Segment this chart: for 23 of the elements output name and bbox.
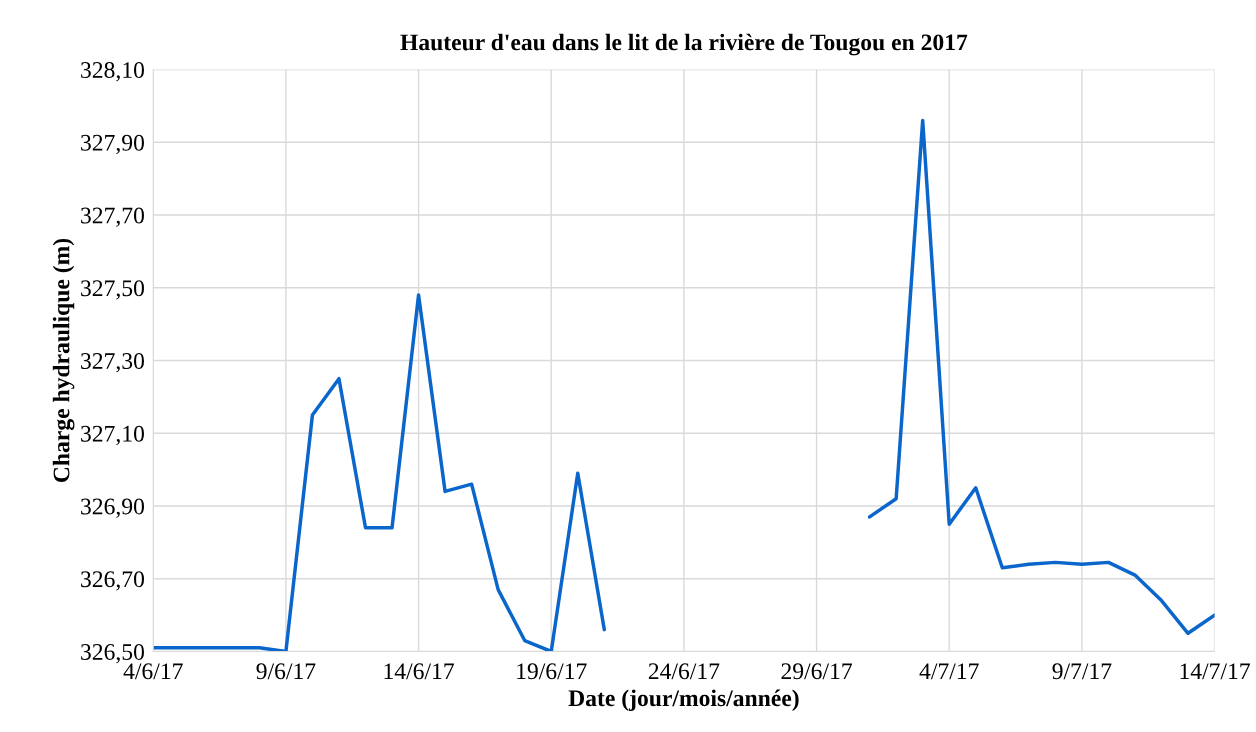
y-tick-label: 326,50 <box>81 643 144 664</box>
x-tick-label: 14/6/17 <box>384 663 454 680</box>
x-tick-label: 9/6/17 <box>256 663 316 680</box>
y-tick-label: 327,70 <box>81 207 144 227</box>
chart-title: Hauteur d'eau dans le lit de la rivière de Tougou en 2017 <box>400 33 968 56</box>
y-tick-label: 327,30 <box>81 353 144 373</box>
line-series <box>867 118 1215 636</box>
x-tick-label: 24/6/17 <box>648 663 720 680</box>
y-tick-label: 327,50 <box>81 280 144 300</box>
x-tick-label: 9/7/17 <box>1052 663 1112 680</box>
x-tick-label: 14/7/17 <box>1180 663 1250 680</box>
y-tick-label: 328,10 <box>81 62 144 82</box>
y-tick-label: 326,70 <box>81 571 144 591</box>
y-tick-label: 327,90 <box>81 134 144 155</box>
y-tick-label: 326,90 <box>81 498 144 518</box>
x-tick-label: 19/6/17 <box>517 663 587 680</box>
y-axis-title: Charge hydraulique (m) <box>52 238 75 482</box>
x-axis-title: Date (jour/mois/année) <box>568 689 799 711</box>
x-tick-label: 4/6/17 <box>123 663 183 680</box>
x-tick-label: 29/6/17 <box>781 663 852 680</box>
line-series <box>153 293 607 652</box>
y-tick-label: 327,10 <box>81 425 144 446</box>
x-tick-label: 4/7/17 <box>919 663 979 680</box>
